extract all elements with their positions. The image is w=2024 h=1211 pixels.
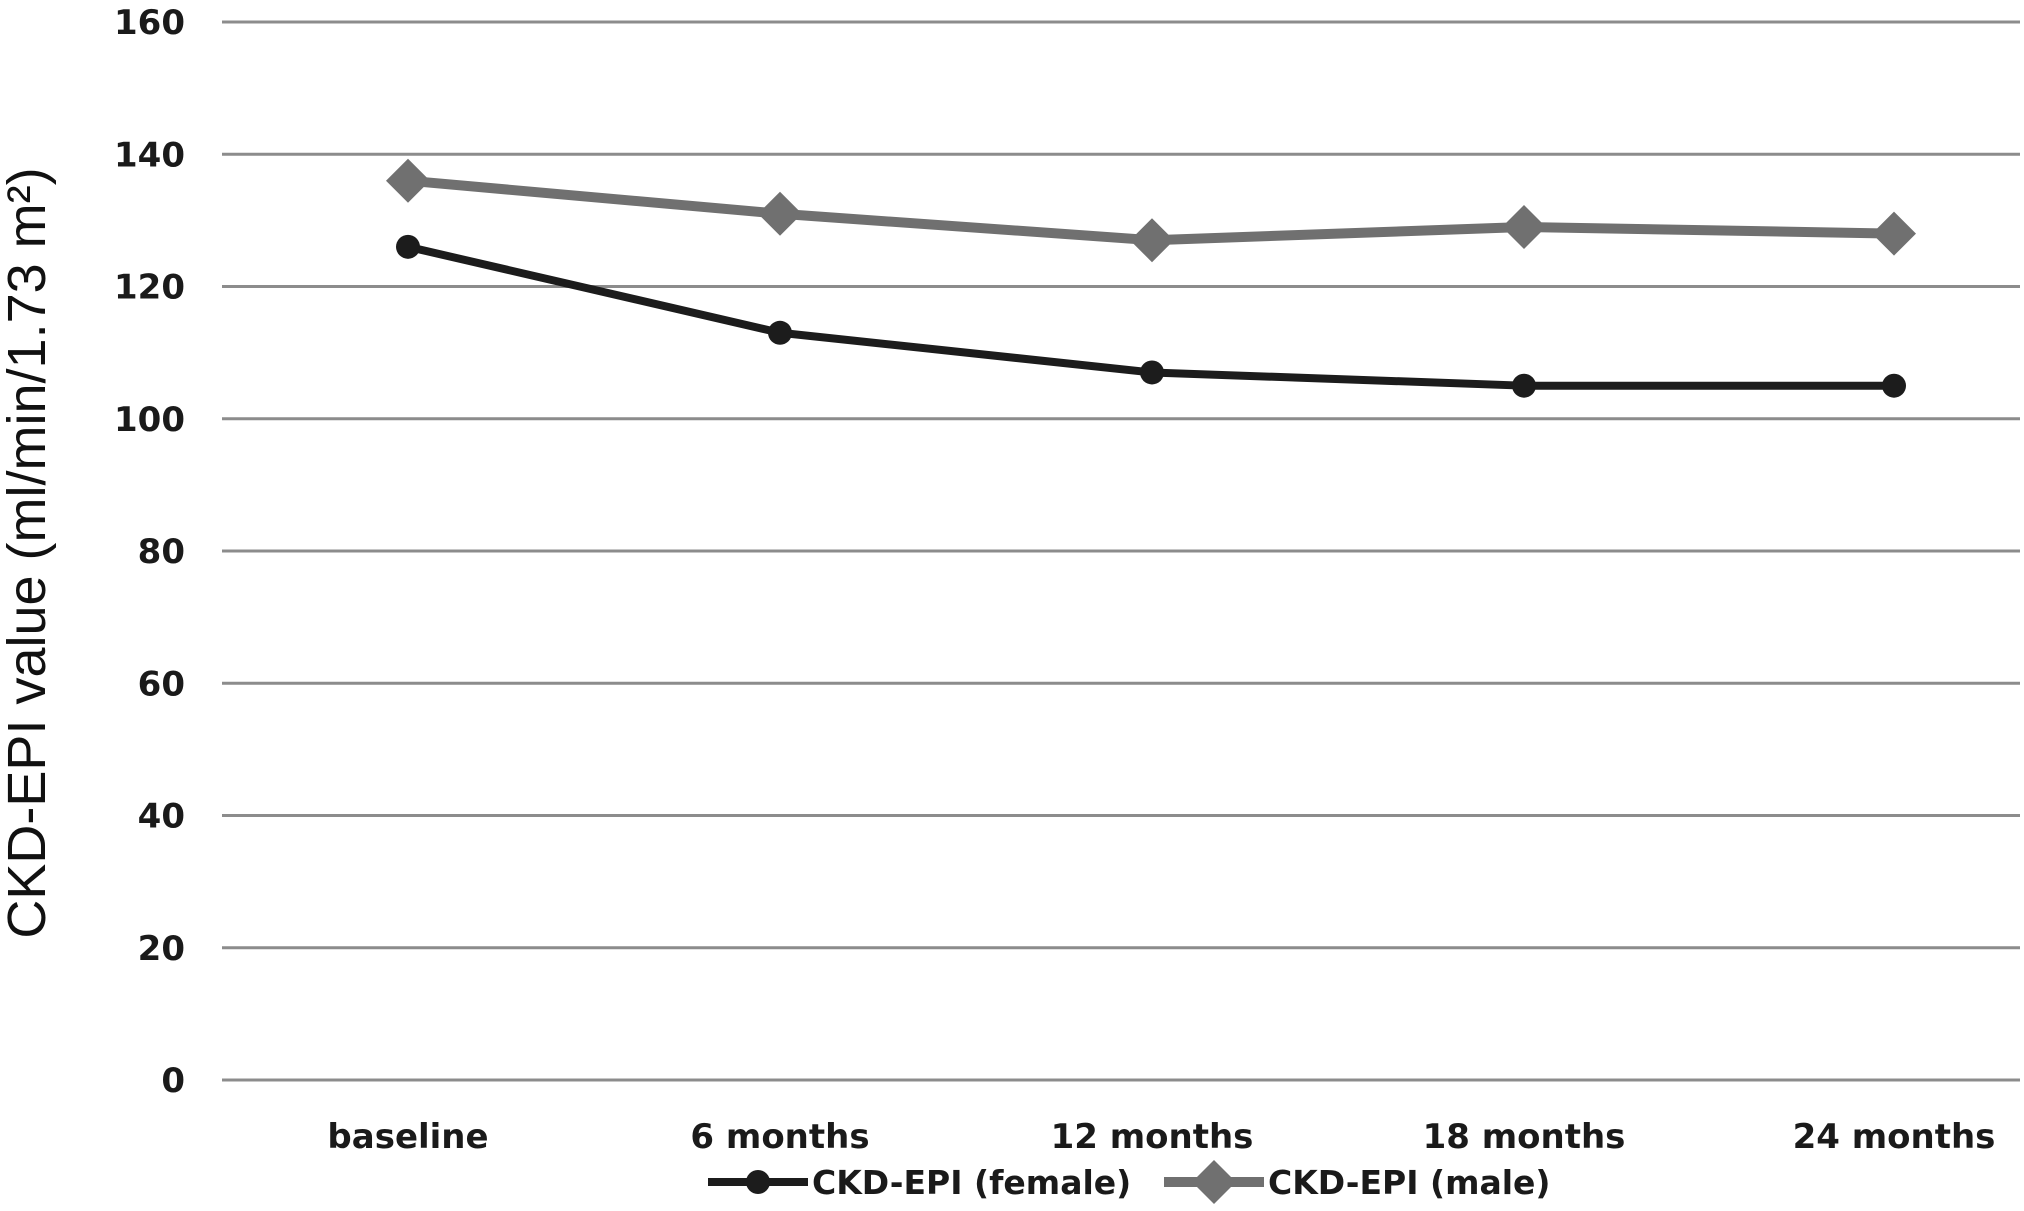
legend-label: CKD-EPI (female) [812, 1163, 1131, 1202]
y-tick-label: 60 [138, 664, 185, 704]
data-point-diamond [386, 158, 430, 203]
data-point-circle [1882, 373, 1906, 398]
x-tick-label: 24 months [1793, 1117, 1996, 1157]
series [386, 158, 1916, 398]
legend-marker-diamond [1192, 1160, 1236, 1204]
y-tick-label: 100 [114, 400, 185, 440]
gridlines [222, 20, 2020, 1082]
data-point-diamond [1130, 218, 1174, 263]
x-tick-label: baseline [327, 1117, 488, 1157]
legend: CKD-EPI (female) CKD-EPI (male) [708, 1160, 1551, 1204]
y-tick-label: 0 [161, 1061, 185, 1101]
x-axis-ticks: baseline 6 months 12 months 18 months 24 mon… [327, 1117, 1995, 1157]
data-point-circle [396, 234, 420, 259]
y-tick-label: 40 [138, 797, 185, 837]
legend-item: CKD-EPI (male) [1164, 1160, 1551, 1204]
data-point-circle [768, 320, 792, 345]
x-tick-label: 12 months [1051, 1117, 1254, 1157]
data-point-circle [1512, 373, 1536, 398]
legend-label: CKD-EPI (male) [1268, 1163, 1551, 1202]
x-tick-label: 18 months [1423, 1117, 1626, 1157]
series-male [386, 158, 1916, 263]
y-tick-label: 120 [114, 268, 185, 308]
data-point-circle [1140, 360, 1164, 385]
y-axis-title: CKD-EPI value (ml/min/1.73 m²) [0, 167, 57, 938]
y-tick-label: 20 [138, 929, 185, 969]
y-axis-ticks: 0 20 40 60 80 100 120 140 160 [114, 3, 185, 1101]
legend-marker-circle [746, 1170, 770, 1194]
y-tick-label: 140 [114, 135, 185, 175]
legend-item: CKD-EPI (female) [708, 1163, 1131, 1202]
y-tick-label: 160 [114, 3, 185, 43]
y-tick-label: 80 [138, 532, 185, 572]
data-point-diamond [1502, 204, 1546, 249]
data-point-diamond [758, 191, 802, 236]
x-tick-label: 6 months [690, 1117, 869, 1157]
data-point-diamond [1872, 211, 1916, 256]
series-female [396, 234, 1906, 398]
